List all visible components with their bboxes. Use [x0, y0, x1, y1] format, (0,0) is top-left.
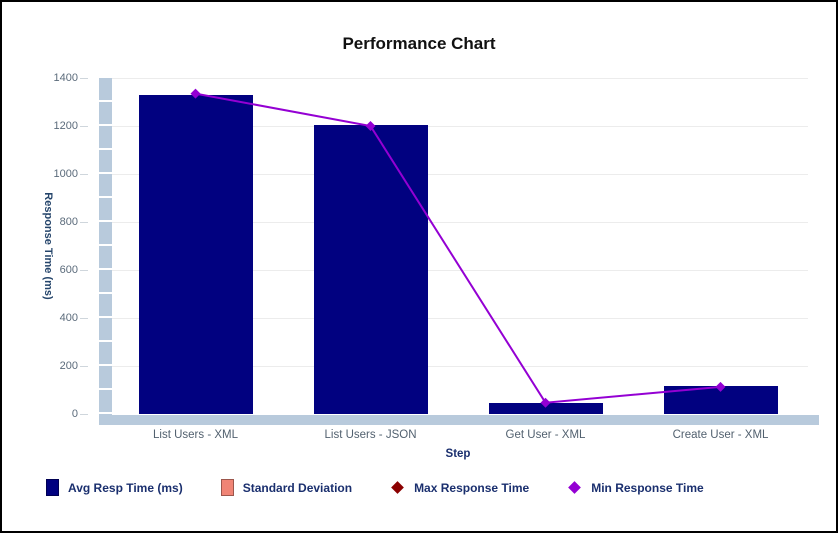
x-tick-label: List Users - XML — [153, 429, 238, 441]
gridline — [112, 270, 808, 271]
x-tick-label: Get User - XML — [505, 429, 586, 441]
diamond-marker — [190, 88, 201, 99]
legend-diamond-swatch — [568, 481, 582, 494]
y-tick-label: 800 — [59, 216, 78, 228]
y-axis-strip — [99, 78, 112, 415]
line-layer — [190, 88, 726, 408]
x-axis-title: Step — [445, 448, 471, 460]
y-tick-mark — [80, 414, 88, 415]
y-tick-mark — [80, 222, 88, 223]
y-tick-label: 1200 — [53, 120, 78, 132]
y-tick-mark — [80, 270, 88, 271]
min-response-line — [195, 92, 721, 404]
y-tick-labels: 0 200 400 600 800 1000 1200 1400 — [42, 72, 88, 420]
y-tick-mark — [80, 126, 88, 127]
diamond-marker — [715, 381, 726, 392]
gridline — [112, 366, 808, 367]
legend-label: Avg Resp Time (ms) — [68, 480, 183, 495]
y-tick-mark — [80, 174, 88, 175]
y-tick-label: 200 — [59, 360, 78, 372]
legend-diamond-swatch — [391, 481, 404, 494]
legend-square-swatch — [220, 479, 234, 496]
plot-area — [108, 78, 808, 414]
diamond-marker — [365, 121, 376, 131]
legend-label: Min Response Time — [591, 480, 704, 495]
gridline — [112, 126, 808, 127]
legend: Avg Resp Time (ms) Standard Deviation Max … — [46, 479, 704, 496]
chart-title: Performance Chart — [342, 34, 496, 53]
x-axis-strip — [99, 415, 819, 425]
legend-label: Max Response Time — [414, 480, 530, 495]
legend-item: Standard Deviation — [220, 479, 353, 496]
y-tick-label: 400 — [59, 312, 78, 324]
y-tick-label: 1400 — [53, 72, 78, 84]
y-tick-label: 1000 — [53, 168, 78, 180]
bar-Get User - XML — [488, 403, 603, 414]
y-tick-label: 600 — [59, 264, 78, 276]
legend-item: Avg Resp Time (ms) — [46, 479, 183, 496]
x-tick-label: List Users - JSON — [324, 429, 417, 441]
legend-square-swatch — [46, 479, 59, 496]
legend-item: Max Response Time — [390, 481, 529, 495]
y-tick-label: 0 — [71, 408, 78, 420]
diamond-marker — [540, 397, 551, 408]
gridline — [112, 222, 808, 223]
x-tick-labels: List Users - XML List Users - JSON Get Use… — [108, 429, 808, 445]
gridline — [112, 78, 808, 79]
gridline — [112, 318, 808, 319]
bar-List Users - XML — [138, 94, 253, 414]
bar-List Users - JSON — [313, 124, 428, 414]
y-tick-mark — [80, 318, 88, 319]
y-tick-mark — [80, 78, 88, 79]
x-tick-label: Create User - XML — [672, 429, 769, 441]
gridline — [112, 174, 808, 175]
y-tick-mark — [80, 366, 88, 367]
legend-item: Min Response Time — [567, 480, 704, 495]
legend-label: Standard Deviation — [242, 480, 353, 495]
